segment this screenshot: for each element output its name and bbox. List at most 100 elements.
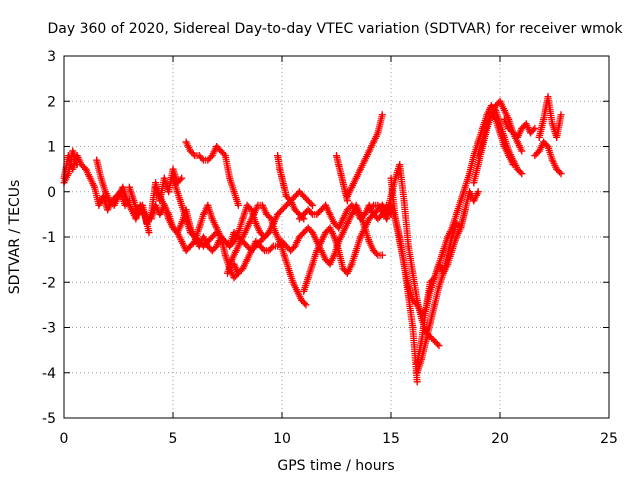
data-point	[221, 238, 229, 246]
y-tick-label: 3	[47, 49, 56, 65]
data-point	[474, 188, 482, 196]
data-point	[106, 197, 114, 205]
data-point	[378, 251, 386, 259]
data-point	[304, 224, 312, 232]
data-point	[339, 228, 347, 236]
data-point	[500, 106, 508, 114]
data-point	[287, 197, 295, 205]
data-point	[361, 224, 369, 232]
chart-title: Day 360 of 2020, Sidereal Day-to-day VTE…	[48, 21, 624, 37]
data-point	[191, 233, 199, 241]
data-point	[86, 174, 94, 182]
data-point	[465, 170, 473, 178]
data-point	[178, 219, 186, 227]
data-point	[282, 242, 290, 250]
data-point	[474, 161, 482, 169]
data-point	[343, 269, 351, 277]
data-point	[93, 156, 101, 164]
data-point	[147, 215, 155, 223]
series-s18	[365, 201, 421, 386]
data-point	[226, 242, 234, 250]
data-point	[535, 147, 543, 155]
data-point	[348, 210, 356, 218]
data-point	[370, 247, 378, 255]
data-point	[352, 174, 360, 182]
data-point	[300, 228, 308, 236]
data-point	[544, 93, 552, 101]
data-point	[200, 210, 208, 218]
data-point	[518, 170, 526, 178]
data-point	[282, 201, 290, 209]
data-point	[208, 247, 216, 255]
data-point	[287, 247, 295, 255]
data-point	[448, 224, 456, 232]
data-marks	[60, 93, 565, 386]
y-tick-label: -2	[42, 275, 56, 291]
data-point	[280, 251, 288, 259]
data-point	[173, 188, 181, 196]
data-point	[400, 197, 408, 205]
data-point	[243, 242, 251, 250]
data-point	[548, 120, 556, 128]
data-point	[258, 201, 266, 209]
data-point	[374, 215, 382, 223]
data-point	[409, 269, 417, 277]
data-point	[400, 260, 408, 268]
data-point	[461, 206, 469, 214]
data-point	[241, 228, 249, 236]
data-point	[247, 247, 255, 255]
data-point	[256, 228, 264, 236]
data-point	[152, 183, 160, 191]
data-point	[527, 129, 535, 137]
data-point	[285, 265, 293, 273]
series-markers	[182, 138, 242, 209]
data-point	[374, 129, 382, 137]
data-point	[557, 170, 565, 178]
data-point	[339, 179, 347, 187]
data-point	[160, 201, 168, 209]
data-point	[195, 238, 203, 246]
data-point	[289, 278, 297, 286]
data-point	[213, 228, 221, 236]
data-point	[435, 283, 443, 291]
data-point	[322, 228, 330, 236]
data-point	[252, 242, 260, 250]
data-point	[160, 174, 168, 182]
series-markers	[365, 201, 421, 386]
series-markers	[343, 111, 386, 200]
data-point	[130, 197, 138, 205]
data-point	[208, 215, 216, 223]
data-point	[335, 161, 343, 169]
data-point	[531, 124, 539, 132]
data-point	[326, 210, 334, 218]
data-point	[531, 152, 539, 160]
data-point	[333, 152, 340, 160]
data-point	[300, 287, 308, 295]
data-point	[304, 274, 312, 282]
data-point	[313, 210, 321, 218]
data-point	[439, 269, 447, 277]
data-point	[132, 215, 140, 223]
data-point	[470, 197, 478, 205]
data-point	[195, 152, 203, 160]
data-point	[252, 219, 260, 227]
data-point	[64, 170, 72, 178]
data-point	[295, 215, 303, 223]
data-point	[169, 174, 177, 182]
data-point	[396, 161, 404, 169]
data-point	[492, 102, 500, 110]
x-tick-label: 20	[491, 431, 509, 447]
data-point	[239, 265, 247, 273]
data-point	[298, 296, 306, 304]
data-point	[274, 210, 282, 218]
data-point	[115, 192, 122, 200]
axis-ticks: 0 5 10 15 20 25 -5 -4 -3 -2 -1 0 1 2 3	[42, 49, 618, 447]
data-point	[457, 197, 465, 205]
data-point	[282, 192, 290, 200]
data-point	[134, 210, 142, 218]
data-point	[300, 210, 308, 218]
x-tick-label: 15	[382, 431, 400, 447]
data-point	[173, 228, 181, 236]
data-point	[317, 238, 325, 246]
data-point	[119, 183, 127, 191]
